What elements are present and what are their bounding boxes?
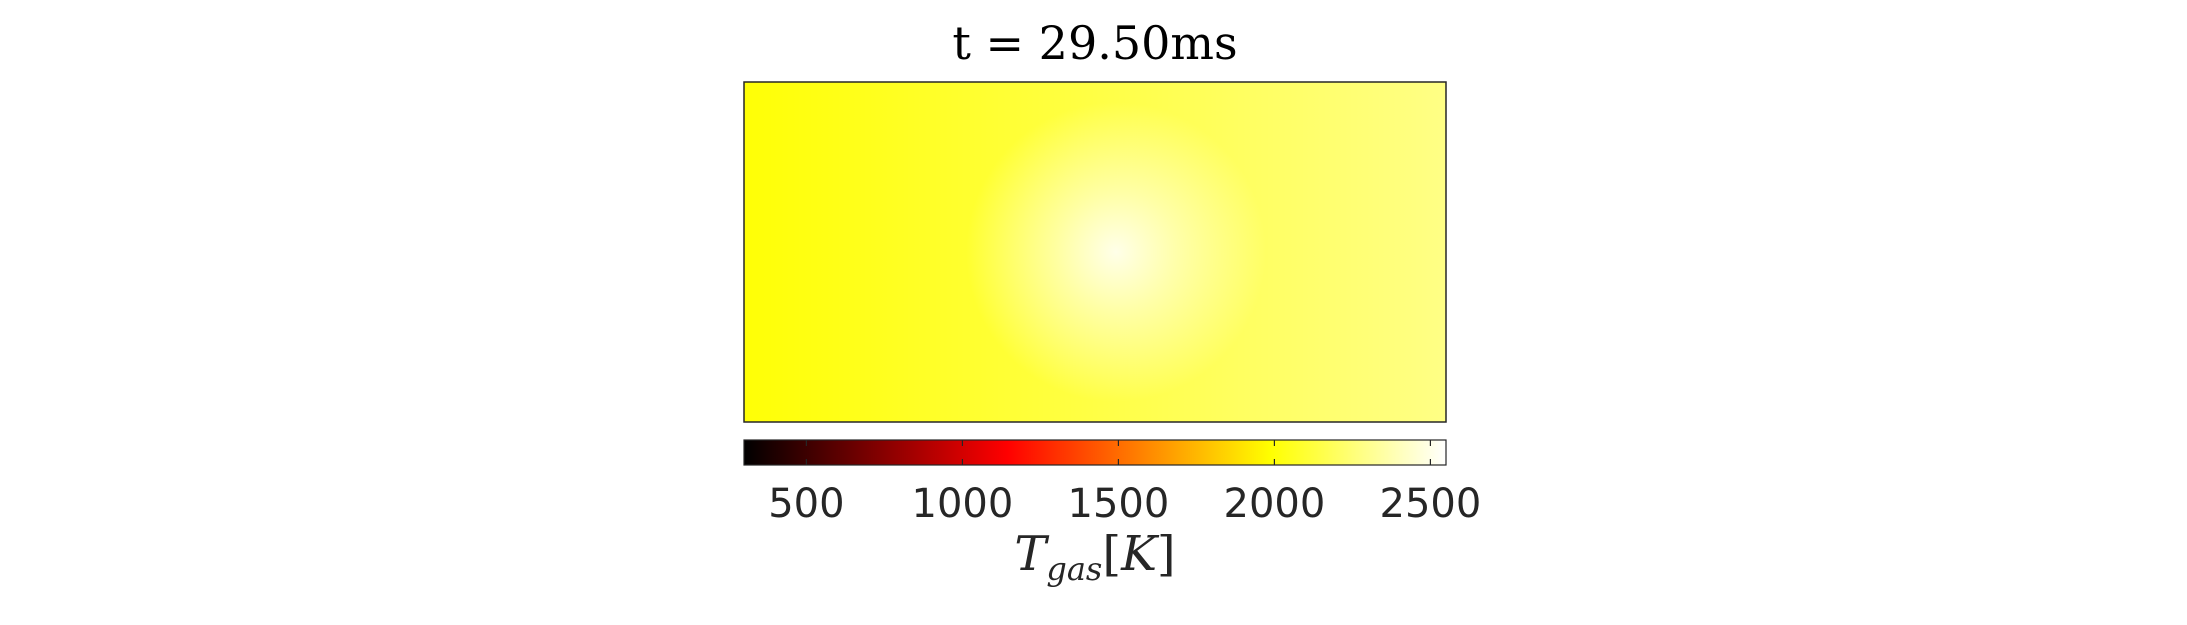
colorbar-tick-label: 2500 xyxy=(1380,481,1482,527)
colorbar-frame xyxy=(743,439,1447,466)
chart-title: t = 29.50ms xyxy=(952,16,1237,70)
colorbar-label-subscript: gas xyxy=(1046,550,1102,588)
colorbar-label-open-bracket: [ xyxy=(1102,526,1121,582)
colorbar-ticks: 500 1000 1500 2000 2500 xyxy=(768,440,1481,527)
colorbar: 500 1000 1500 2000 2500 xyxy=(743,439,1481,527)
colorbar-tick-label: 2000 xyxy=(1224,481,1326,527)
heatmap-hotspot xyxy=(744,82,1446,422)
colorbar-label: Tgas[K] xyxy=(1014,526,1175,588)
colorbar-tick-label: 1500 xyxy=(1068,481,1170,527)
colorbar-gradient xyxy=(744,440,1446,465)
colorbar-tick-label: 500 xyxy=(768,481,844,527)
colorbar-label-symbol: T xyxy=(1014,526,1049,582)
colorbar-tick-label: 1000 xyxy=(912,481,1014,527)
colorbar-label-unit: K xyxy=(1120,526,1160,582)
heatmap-plot-area xyxy=(743,81,1447,423)
plot-frame xyxy=(743,81,1447,423)
colorbar-label-close-bracket: ] xyxy=(1157,526,1176,582)
